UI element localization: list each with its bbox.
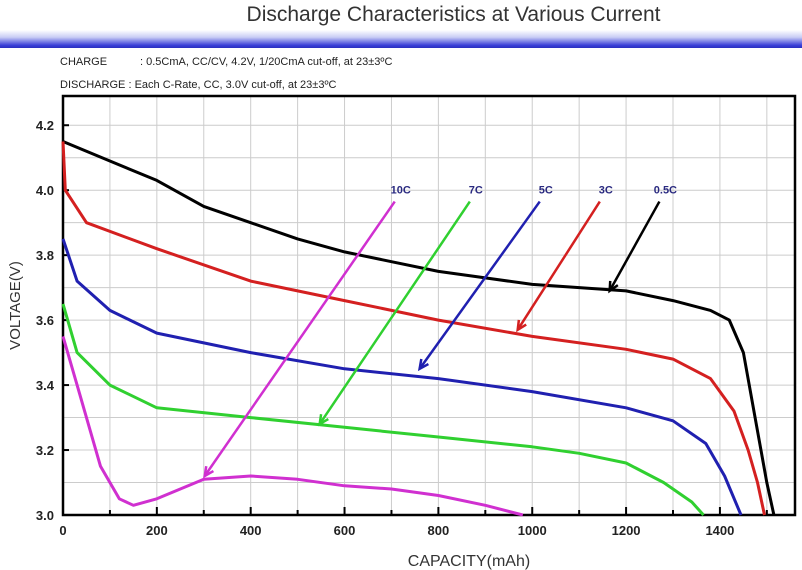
- series-label-7C: 7C: [469, 185, 483, 197]
- discharge-text: : Each C-Rate, CC, 3.0V cut-off, at 23±3…: [128, 79, 337, 91]
- x-tick-label: 1000: [518, 523, 547, 538]
- x-tick-label: 800: [428, 523, 450, 538]
- series-label-3C: 3C: [599, 185, 613, 197]
- y-tick-label: 4.0: [36, 183, 54, 198]
- x-tick-label: 600: [334, 523, 356, 538]
- x-axis-label: CAPACITY(mAh): [408, 553, 530, 570]
- discharge-label: DISCHARGE: [60, 79, 126, 91]
- discharge-condition: DISCHARGE : Each C-Rate, CC, 3.0V cut-of…: [60, 79, 336, 91]
- arrow-3C: [516, 200, 601, 331]
- arrowhead-7C: [318, 413, 329, 427]
- arrowhead-10C: [203, 465, 215, 479]
- series-line-5C: [61, 238, 743, 516]
- y-tick-label: 3.4: [36, 378, 55, 393]
- arrow-0.5C: [608, 200, 661, 292]
- x-tick-label: 0: [59, 523, 66, 538]
- arrowhead-0.5C: [608, 280, 619, 294]
- y-tick-label: 3.2: [36, 443, 54, 458]
- x-tick-label: 400: [240, 523, 262, 538]
- x-tick-label: 200: [146, 523, 168, 538]
- page-title: Discharge Characteristics at Various Cur…: [246, 3, 661, 26]
- series-label-5C: 5C: [539, 185, 553, 197]
- series-label-0.5C: 0.5C: [654, 185, 677, 197]
- arrowhead-5C: [417, 358, 429, 372]
- arrow-5C: [418, 200, 541, 370]
- y-tick-label: 3.6: [36, 313, 54, 328]
- arrow-7C: [318, 200, 471, 425]
- series-line-10C: [61, 335, 524, 517]
- plot-frame: [61, 94, 797, 517]
- series-line-7C: [61, 303, 705, 517]
- y-tick-label: 3.8: [36, 248, 54, 263]
- x-tick-label: 1200: [612, 523, 641, 538]
- charge-text: : 0.5CmA, CC/CV, 4.2V, 1/20CmA cut-off, …: [140, 56, 393, 68]
- charge-condition: CHARGE : 0.5CmA, CC/CV, 4.2V, 1/20CmA cut…: [60, 56, 392, 68]
- charge-label: CHARGE: [60, 56, 108, 68]
- series-line-3C: [61, 141, 766, 516]
- arrow-10C: [203, 200, 396, 477]
- header-band: [0, 30, 802, 48]
- y-axis-label: VOLTAGE(V): [7, 261, 24, 350]
- arrowhead-3C: [516, 319, 527, 333]
- series-line-0.5C: [62, 140, 776, 516]
- y-tick-label: 4.2: [36, 118, 54, 133]
- x-tick-label: 1400: [705, 523, 734, 538]
- y-tick-label: 3.0: [36, 508, 54, 523]
- series-label-10C: 10C: [391, 185, 411, 197]
